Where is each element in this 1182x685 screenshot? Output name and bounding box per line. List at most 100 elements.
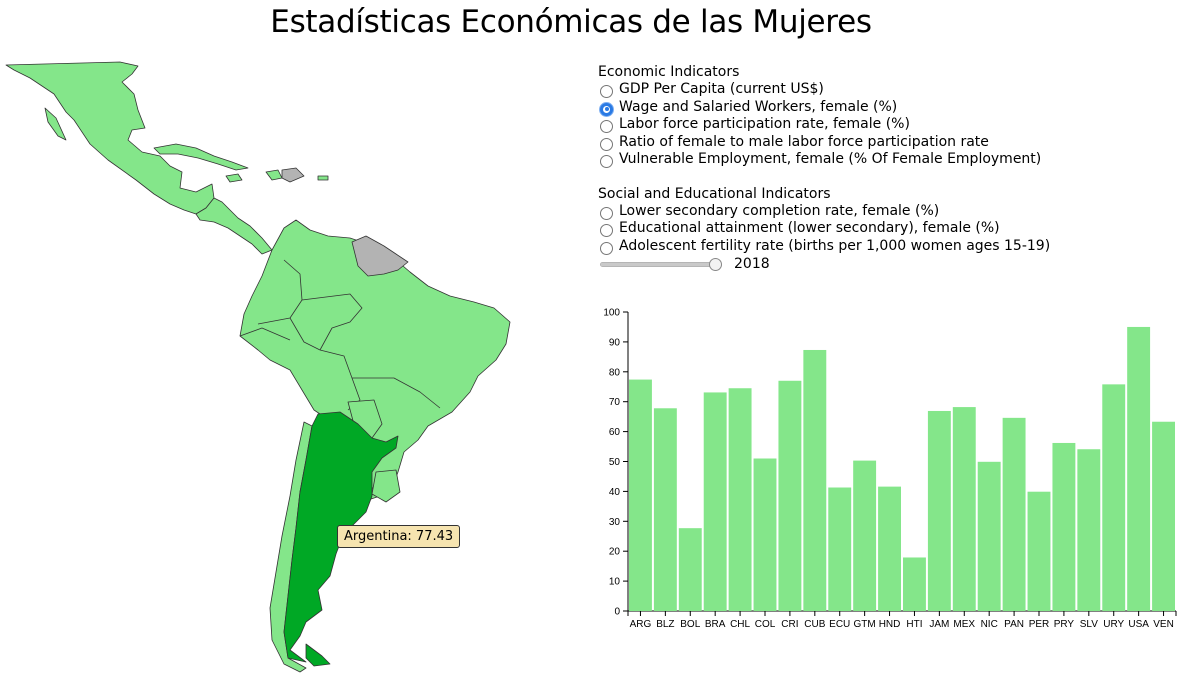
option-vulnerable-employment[interactable]: Vulnerable Employment, female (% Of Fema… — [598, 151, 1050, 169]
bar-cub — [803, 349, 827, 611]
year-slider-fill — [601, 262, 716, 266]
bar-bra — [703, 392, 727, 611]
bar-nic — [977, 461, 1001, 611]
option-educational-attainment[interactable]: Educational attainment (lower secondary)… — [598, 220, 1050, 238]
x-tick-label: PAN — [1004, 619, 1024, 630]
x-tick-label: CRI — [781, 619, 798, 630]
option-label: Adolescent fertility rate (births per 1,… — [619, 237, 1051, 254]
x-tick-label: USA — [1128, 619, 1149, 630]
map-country-uruguay[interactable] — [371, 469, 401, 503]
map-tooltip: Argentina: 77.43 — [337, 525, 461, 548]
x-tick-label: GTM — [854, 619, 876, 630]
option-label: GDP Per Capita (current US$) — [619, 81, 824, 97]
y-tick-label: 50 — [609, 457, 621, 468]
map-country-puerto-rico[interactable] — [317, 175, 329, 181]
x-tick-label: ARG — [630, 619, 652, 630]
year-slider[interactable] — [600, 257, 722, 271]
y-tick-label: 90 — [609, 337, 621, 348]
year-value: 2018 — [734, 256, 770, 272]
x-tick-label: ECU — [829, 619, 850, 630]
bar-arg — [629, 379, 652, 611]
x-tick-label: PRY — [1054, 619, 1075, 630]
radio-wage-salaried-workers[interactable] — [600, 102, 613, 116]
map-country-cuba[interactable] — [153, 143, 249, 171]
map-tierra-del-fuego[interactable] — [305, 643, 331, 667]
y-tick-label: 100 — [603, 308, 620, 319]
bar-mex — [952, 407, 976, 611]
bar-bol — [678, 528, 702, 611]
bar-per — [1027, 491, 1051, 611]
bar-chl — [728, 388, 752, 611]
option-adolescent-fertility[interactable]: Adolescent fertility rate (births per 1,… — [598, 238, 1050, 256]
map[interactable] — [0, 60, 560, 685]
bar-hnd — [878, 486, 901, 611]
x-tick-label: HND — [879, 619, 901, 630]
option-label: Ratio of female to male labor force part… — [619, 133, 989, 150]
y-tick-label: 60 — [609, 427, 621, 438]
x-tick-label: MEX — [953, 619, 975, 630]
x-tick-label: BOL — [680, 619, 700, 630]
bar-ven — [1152, 421, 1175, 611]
option-female-male-ratio[interactable]: Ratio of female to male labor force part… — [598, 134, 1050, 152]
x-tick-label: BLZ — [656, 619, 674, 630]
bar-ury — [1102, 384, 1126, 611]
bar-usa — [1127, 326, 1151, 611]
radio-educational-attainment[interactable] — [600, 224, 613, 238]
y-tick-label: 0 — [614, 607, 620, 618]
social-indicators-title: Social and Educational Indicators — [598, 185, 831, 202]
bar-cri — [778, 380, 802, 611]
map-country-guianas[interactable] — [351, 235, 409, 277]
map-country-dominican-republic[interactable] — [281, 167, 305, 183]
year-slider-thumb[interactable] — [709, 257, 722, 271]
option-label: Wage and Salaried Workers, female (%) — [619, 98, 898, 115]
y-tick-label: 20 — [609, 547, 621, 558]
bar-chart: 0 10 20 30 40 50 60 70 80 90 100 ARG BLZ BOL BRA CHL COL… — [603, 308, 1177, 630]
x-tick-label: NIC — [981, 619, 998, 630]
radio-lower-secondary-completion[interactable] — [600, 206, 613, 220]
radio-gdp-per-capita[interactable] — [600, 85, 613, 99]
map-country-jamaica[interactable] — [225, 173, 243, 183]
bar-hti — [903, 557, 926, 611]
option-label: Vulnerable Employment, female (% Of Fema… — [619, 151, 1042, 167]
x-tick-label: BRA — [705, 619, 726, 630]
option-label: Labor force participation rate, female (… — [619, 116, 910, 132]
y-tick-label: 10 — [609, 577, 621, 588]
map-country-mexico[interactable] — [5, 61, 215, 215]
bar-jam — [927, 410, 951, 611]
bar-gtm — [853, 460, 877, 611]
x-tick-label: CUB — [804, 619, 825, 630]
year-slider-row: 2018 — [598, 255, 1050, 273]
x-tick-label: PER — [1029, 619, 1050, 630]
option-lower-secondary-completion[interactable]: Lower secondary completion rate, female … — [598, 203, 1050, 221]
bar-pan — [1002, 417, 1026, 611]
bar-slv — [1077, 449, 1101, 611]
x-tick-label: SLV — [1080, 619, 1098, 630]
radio-adolescent-fertility[interactable] — [600, 241, 613, 255]
radio-vulnerable-employment[interactable] — [600, 155, 613, 169]
y-tick-label: 80 — [609, 367, 621, 378]
bar-pry — [1052, 442, 1076, 611]
map-country-central-america[interactable] — [195, 197, 273, 255]
x-tick-label: CHL — [730, 619, 750, 630]
x-tick-label: VEN — [1153, 619, 1174, 630]
y-tick-label: 40 — [609, 487, 621, 498]
indicator-controls: Economic Indicators GDP Per Capita (curr… — [598, 63, 1050, 273]
bar-blz — [653, 408, 677, 611]
bar-ecu — [828, 487, 852, 611]
x-tick-label: JAM — [929, 619, 949, 630]
map-country-haiti[interactable] — [265, 169, 283, 181]
bar-col — [753, 458, 777, 611]
option-wage-salaried-workers[interactable]: Wage and Salaried Workers, female (%) — [598, 99, 1050, 117]
option-gdp-per-capita[interactable]: GDP Per Capita (current US$) — [598, 81, 1050, 99]
radio-female-male-ratio[interactable] — [600, 137, 613, 151]
option-label: Educational attainment (lower secondary)… — [619, 220, 1000, 236]
x-tick-label: URY — [1103, 619, 1124, 630]
option-labor-force-participation[interactable]: Labor force participation rate, female (… — [598, 116, 1050, 134]
y-tick-label: 30 — [609, 517, 621, 528]
x-tick-label: COL — [755, 619, 776, 630]
radio-labor-force-participation[interactable] — [600, 120, 613, 134]
y-tick-label: 70 — [609, 397, 621, 408]
page-title: Estadísticas Económicas de las Mujeres — [270, 4, 872, 40]
economic-indicators-title: Economic Indicators — [598, 64, 740, 80]
option-label: Lower secondary completion rate, female … — [619, 202, 940, 219]
